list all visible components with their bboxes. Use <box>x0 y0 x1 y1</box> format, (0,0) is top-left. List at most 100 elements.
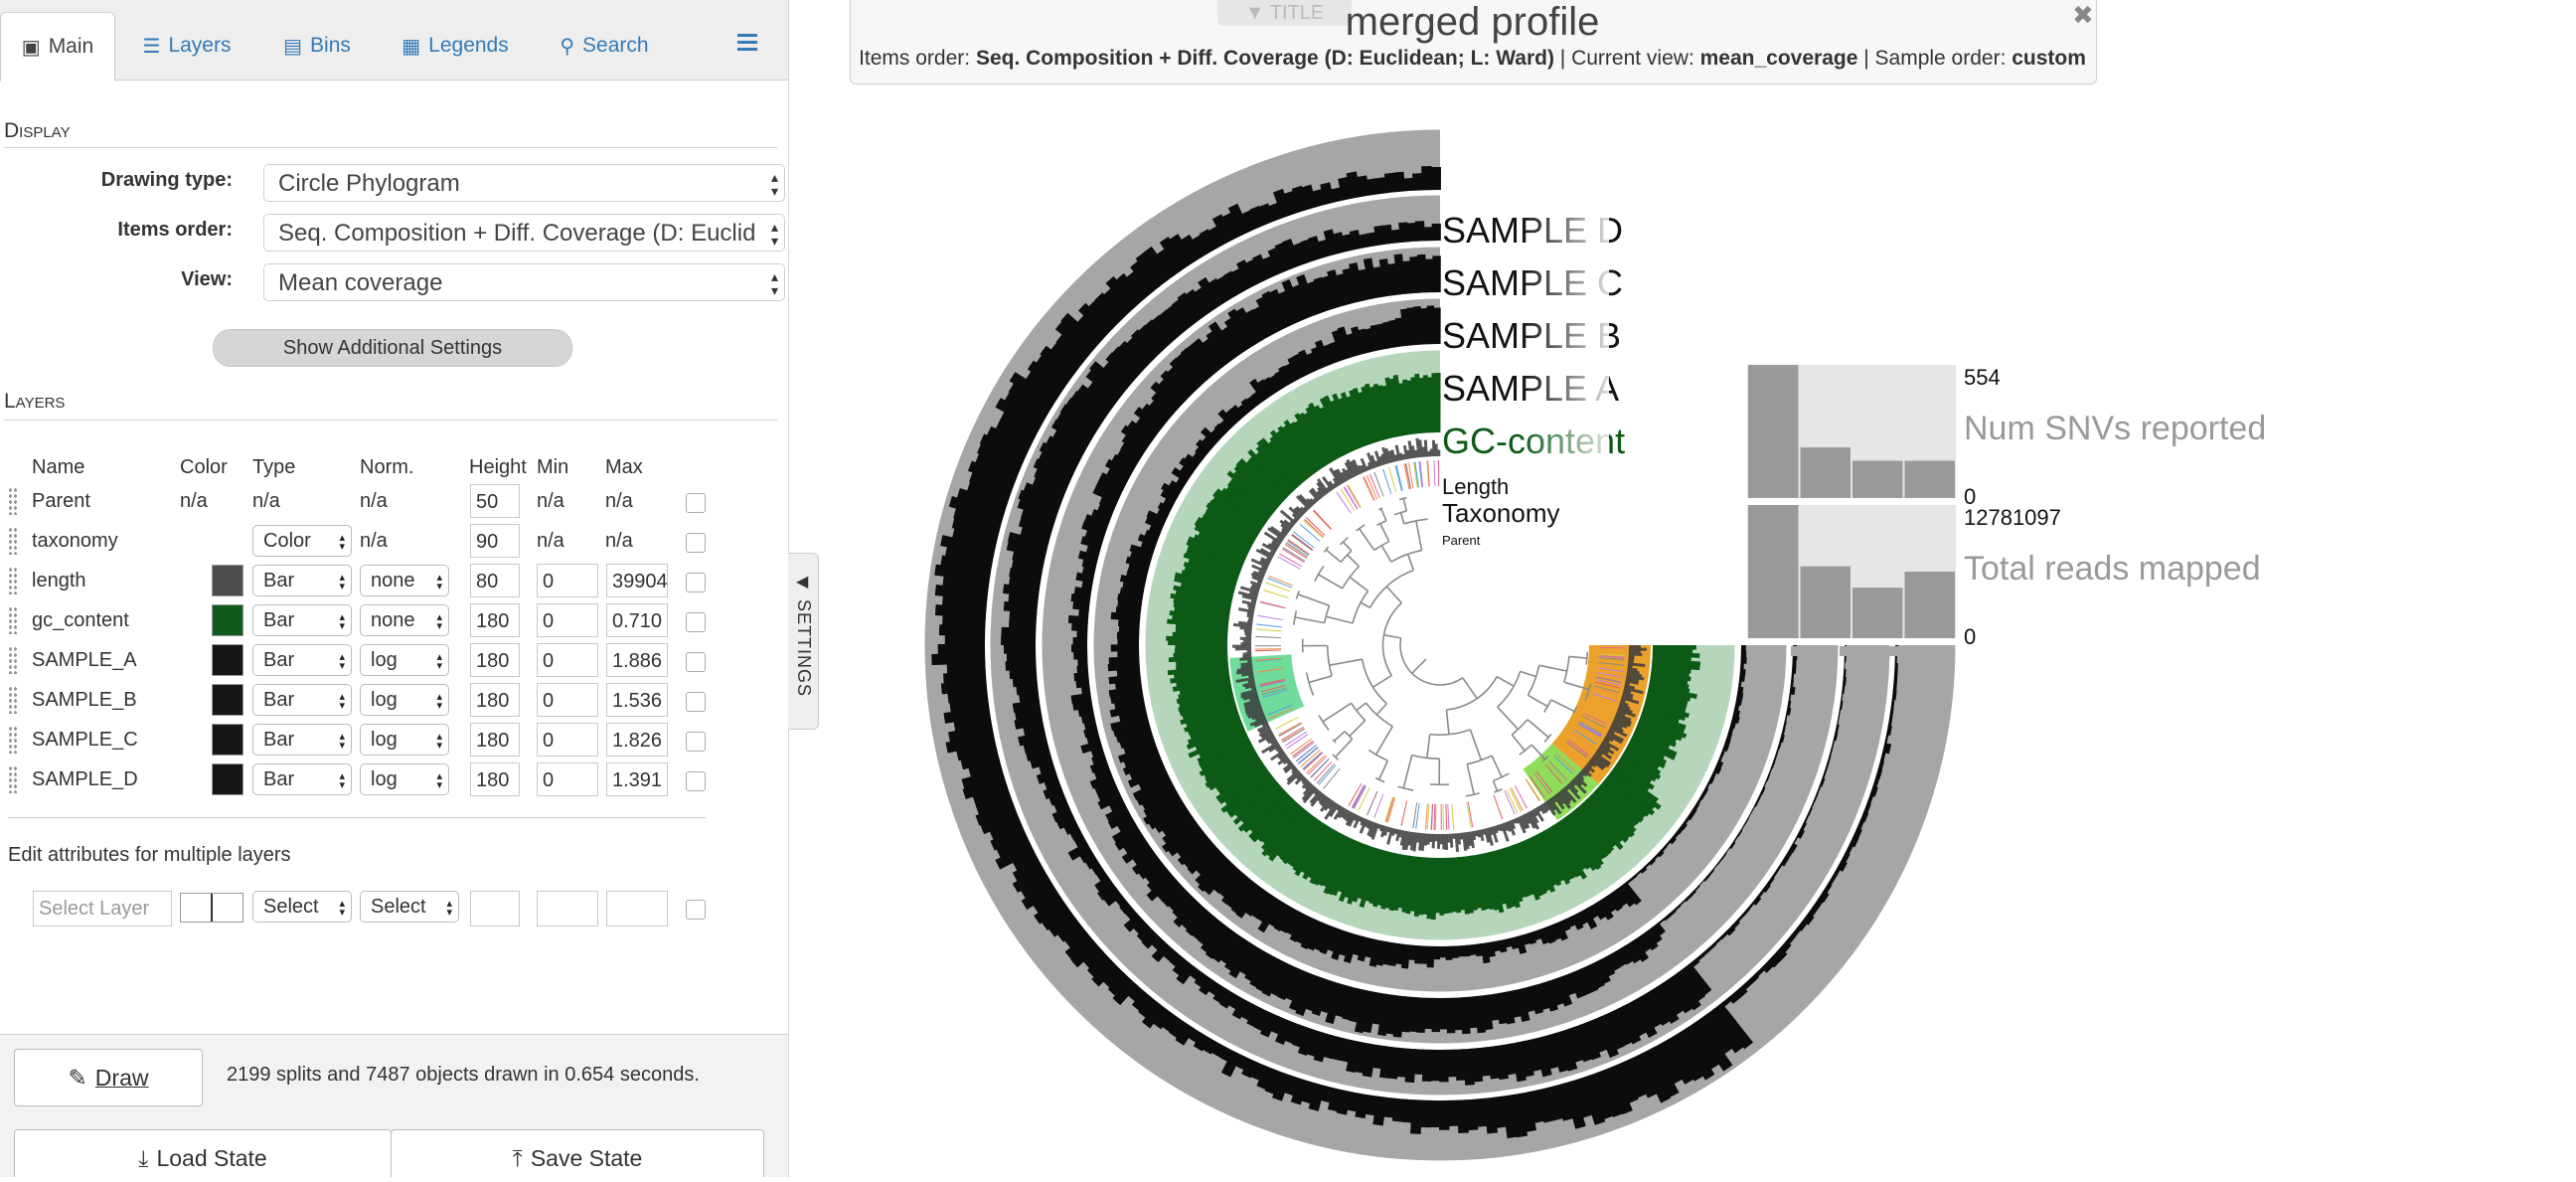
taxonomy-tick <box>1257 615 1283 620</box>
taxonomy-tick <box>1256 628 1282 631</box>
layer-type-select[interactable]: Bar▴▾ <box>252 763 352 795</box>
layer-min-input[interactable]: 0 <box>537 683 598 717</box>
layer-height-input[interactable]: 180 <box>470 762 520 796</box>
layer-min-input[interactable]: 0 <box>537 762 598 796</box>
layer-max-input[interactable]: 1.536 <box>606 683 668 717</box>
layer-height-input[interactable]: 180 <box>470 643 520 677</box>
menu-icon[interactable] <box>737 34 757 52</box>
multi-checkbox[interactable] <box>686 900 706 920</box>
layer-norm-select[interactable]: log▴▾ <box>360 684 449 716</box>
layer-color-swatch[interactable] <box>212 565 243 596</box>
load-state-button[interactable]: ⤓Load State <box>14 1129 392 1177</box>
layer-max-input[interactable]: 39904 <box>606 564 668 597</box>
view-select[interactable]: Mean coverage ▴▾ <box>263 263 785 301</box>
multi-max-input[interactable] <box>606 891 668 927</box>
length-bar <box>1243 652 1252 655</box>
multi-color-picker[interactable] <box>180 893 243 923</box>
layer-min-input[interactable]: 0 <box>537 564 598 597</box>
layer-norm-select[interactable]: none▴▾ <box>360 565 449 596</box>
layer-type-select[interactable]: Bar▴▾ <box>252 684 352 716</box>
layer-color-swatch[interactable] <box>212 684 243 716</box>
tree-arc <box>1353 591 1368 622</box>
layer-select-checkbox[interactable] <box>686 533 706 553</box>
show-additional-settings-button[interactable]: Show Additional Settings <box>213 329 572 367</box>
tab-legends[interactable]: ▦Legends <box>394 12 517 80</box>
drawing-type-select[interactable]: Circle Phylogram ▴▾ <box>263 164 785 202</box>
layer-height-input[interactable]: 90 <box>470 524 520 558</box>
tab-search[interactable]: ⚲Search <box>549 12 660 80</box>
layer-select-checkbox[interactable] <box>686 573 706 592</box>
layer-color-swatch[interactable] <box>212 724 243 756</box>
layer-select-checkbox[interactable] <box>686 732 706 752</box>
tab-layers[interactable]: ☰Layers <box>131 12 242 80</box>
drag-handle-icon[interactable] <box>8 606 18 634</box>
layer-color-swatch[interactable] <box>212 604 243 636</box>
select-arrows-icon: ▴▾ <box>339 534 345 552</box>
list-icon: ▦ <box>402 34 420 59</box>
layer-select-checkbox[interactable] <box>686 612 706 632</box>
layer-select-checkbox[interactable] <box>686 652 706 672</box>
drag-handle-icon[interactable] <box>8 765 18 793</box>
drag-handle-icon[interactable] <box>8 567 18 594</box>
coverage-bar <box>1073 672 1088 681</box>
layer-height-input[interactable]: 180 <box>470 603 520 637</box>
coverage-bar <box>1071 644 1087 652</box>
layer-type-select[interactable]: Bar▴▾ <box>252 724 352 756</box>
drag-handle-icon[interactable] <box>8 487 18 515</box>
draw-button[interactable]: ✎Draw <box>14 1049 203 1106</box>
length-bar <box>1629 645 1641 648</box>
tree-branch <box>1494 780 1498 790</box>
layer-norm-select[interactable]: log▴▾ <box>360 763 449 795</box>
bar-layer-min-label: 0 <box>1964 624 1976 649</box>
drag-handle-icon[interactable] <box>8 686 18 714</box>
tab-main[interactable]: ▣Main <box>0 12 115 82</box>
layer-min-input[interactable]: 0 <box>537 603 598 637</box>
layer-select-checkbox[interactable] <box>686 692 706 712</box>
save-state-button[interactable]: ⤒Save State <box>391 1129 764 1177</box>
layer-norm-select[interactable]: log▴▾ <box>360 644 449 676</box>
layer-norm-select[interactable]: none▴▾ <box>360 604 449 636</box>
layer-max-input[interactable]: 0.710 <box>606 603 668 637</box>
tab-bins[interactable]: ▤Bins <box>272 12 362 80</box>
layer-min-input[interactable]: 0 <box>537 643 598 677</box>
layer-min-input[interactable]: 0 <box>537 723 598 757</box>
multi-min-input[interactable] <box>537 891 598 927</box>
gc-bar <box>1175 644 1227 649</box>
multi-type-select[interactable]: Select▴▾ <box>252 891 352 923</box>
layer-min-text: n/a <box>537 483 564 519</box>
tree-arc <box>1400 638 1463 685</box>
coverage-bar <box>1425 259 1434 293</box>
close-icon[interactable]: ✖ <box>2072 0 2094 31</box>
layer-color-swatch[interactable] <box>212 644 243 676</box>
layer-type-select[interactable]: Color▴▾ <box>252 525 352 557</box>
layer-height-input[interactable]: 180 <box>470 723 520 757</box>
layer-height-input[interactable]: 50 <box>470 484 520 518</box>
tree-arc <box>1564 656 1569 682</box>
layer-max-input[interactable]: 1.886 <box>606 643 668 677</box>
layer-max-input[interactable]: 1.391 <box>606 762 668 796</box>
multi-height-input[interactable] <box>470 891 520 927</box>
layer-max-input[interactable]: 1.826 <box>606 723 668 757</box>
multi-norm-select[interactable]: Select▴▾ <box>360 891 459 923</box>
sample-bar <box>1905 460 1956 498</box>
settings-toggle-button[interactable]: ◀ SETTINGS <box>788 553 819 730</box>
select-layer-input[interactable]: Select Layer <box>33 891 172 927</box>
layer-type-select[interactable]: Bar▴▾ <box>252 565 352 596</box>
layer-select-checkbox[interactable] <box>686 493 706 513</box>
items-order-select[interactable]: Seq. Composition + Diff. Coverage (D: Eu… <box>263 214 785 252</box>
layer-type-select[interactable]: Bar▴▾ <box>252 604 352 636</box>
drag-handle-icon[interactable] <box>8 726 18 754</box>
layer-height-input[interactable]: 180 <box>470 683 520 717</box>
layer-norm-select[interactable]: log▴▾ <box>360 724 449 756</box>
layer-height-input[interactable]: 80 <box>470 564 520 597</box>
edit-multiple-title: Edit attributes for multiple layers <box>8 844 291 867</box>
layer-color-swatch[interactable] <box>212 763 243 795</box>
layer-select-checkbox[interactable] <box>686 771 706 791</box>
drag-handle-icon[interactable] <box>8 527 18 555</box>
drag-handle-icon[interactable] <box>8 646 18 674</box>
layer-type-select[interactable]: Bar▴▾ <box>252 644 352 676</box>
coverage-bar <box>1439 1050 1449 1083</box>
sample-bar <box>1801 447 1852 498</box>
